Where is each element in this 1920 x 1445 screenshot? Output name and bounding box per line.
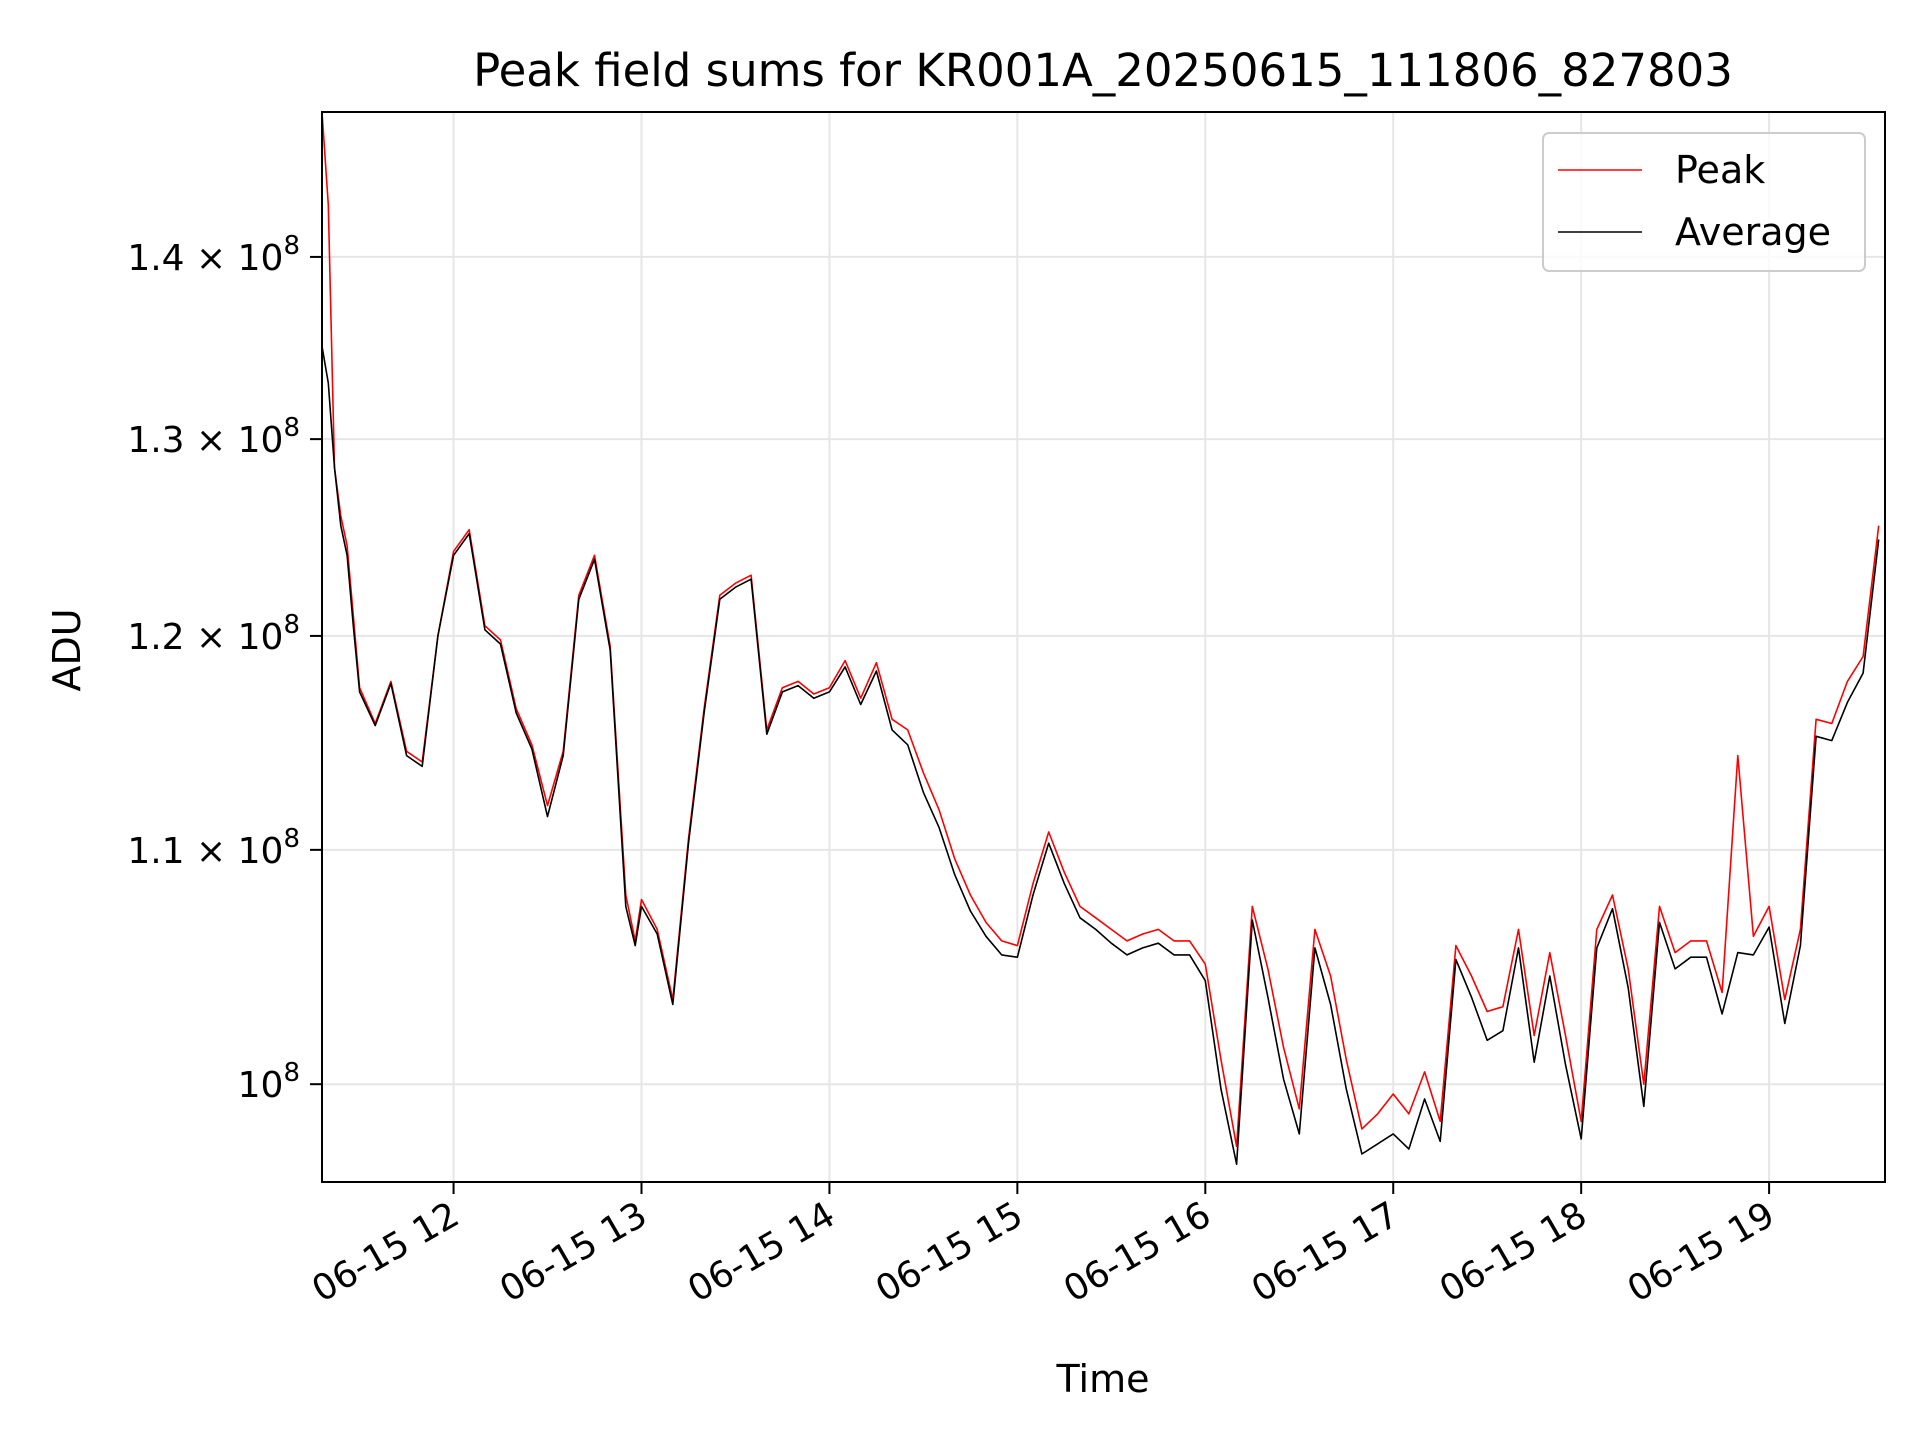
- series-line-peak: [321, 111, 1880, 1148]
- y-tick-label: 1.4 × 108: [127, 231, 300, 279]
- y-tick-label: 108: [238, 1058, 300, 1106]
- legend-label-average: Average: [1675, 210, 1831, 254]
- axes: [321, 111, 1886, 1183]
- y-tick-label: 1.2 × 108: [127, 610, 300, 658]
- legend-frame: [1542, 132, 1866, 272]
- y-tick-label: 1.1 × 108: [127, 824, 300, 872]
- y-axis-label: ADU: [45, 608, 89, 691]
- series-line-average: [321, 346, 1880, 1165]
- legend-label-peak: Peak: [1675, 148, 1765, 192]
- chart-title: Peak field sums for KR001A_20250615_1118…: [473, 44, 1733, 97]
- series-layer: [321, 111, 1880, 1165]
- legend: Peak Average: [1542, 132, 1866, 272]
- grid: [322, 112, 1885, 1182]
- plot-frame: [321, 111, 1886, 1183]
- x-axis-label: Time: [1056, 1357, 1150, 1401]
- y-tick-label: 1.3 × 108: [127, 413, 300, 461]
